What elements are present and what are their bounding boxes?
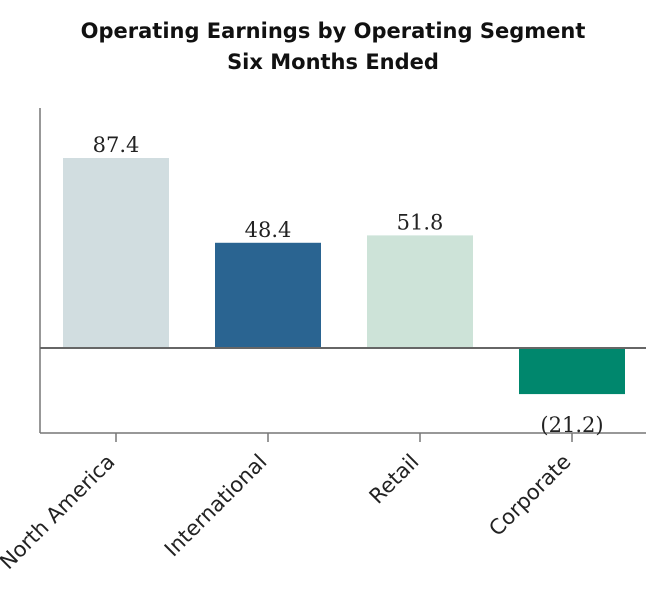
bar-3 xyxy=(519,348,625,395)
category-label-0: North America xyxy=(0,450,120,574)
category-label-2: Retail xyxy=(365,450,424,509)
value-label-0: 87.4 xyxy=(93,133,140,157)
bar-0 xyxy=(63,158,169,348)
bar-1 xyxy=(215,242,321,348)
chart-subtitle: Six Months Ended xyxy=(227,50,439,74)
value-label-2: 51.8 xyxy=(397,210,444,234)
value-label-1: 48.4 xyxy=(245,218,292,242)
chart-title: Operating Earnings by Operating Segment xyxy=(80,19,586,43)
category-label-3: Corporate xyxy=(484,450,575,541)
chart-title-block: Operating Earnings by Operating Segment … xyxy=(0,16,666,78)
bar-2 xyxy=(367,235,473,348)
category-label-1: International xyxy=(160,450,272,562)
